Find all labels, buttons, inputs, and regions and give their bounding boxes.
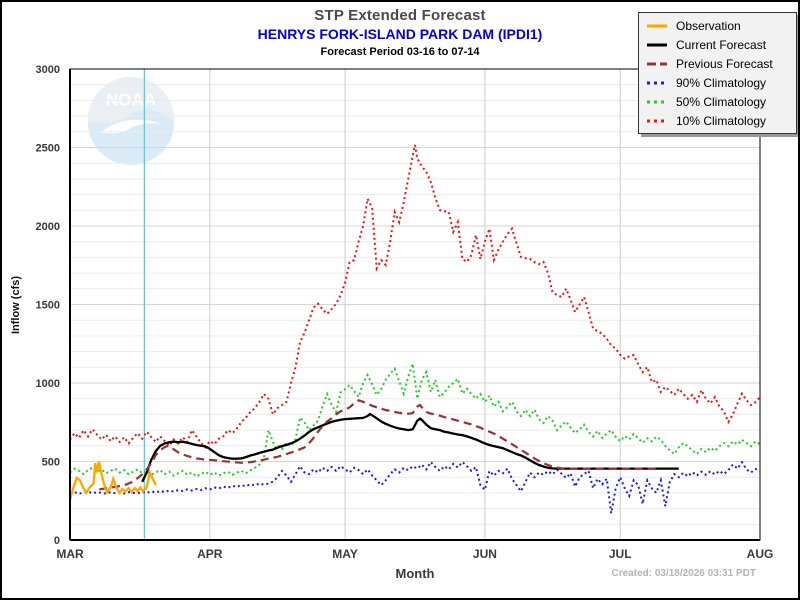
y-tick-label: 500 <box>42 457 60 469</box>
x-tick-label: MAR <box>56 547 84 561</box>
series-c90 <box>69 460 761 514</box>
legend-line-sample <box>647 43 667 46</box>
y-axis-title: Inflow (cfs) <box>10 275 22 335</box>
legend-item-90-climatology: 90% Climatology <box>639 73 796 92</box>
x-tick-label: APR <box>197 547 223 561</box>
series-current <box>141 412 679 483</box>
legend-item-current-forecast: Current Forecast <box>639 35 796 54</box>
y-tick-label: 2000 <box>36 221 60 233</box>
x-tick-label: JUL <box>609 547 632 561</box>
page-header: STP Extended Forecast HENRYS FORK-ISLAND… <box>2 2 798 58</box>
legend-line-sample <box>647 100 667 103</box>
series-obs <box>68 461 157 501</box>
series-c10 <box>69 144 761 449</box>
legend-line-sample <box>647 119 667 122</box>
legend-line-sample <box>647 81 667 84</box>
created-timestamp: Created: 03/18/2026 03:31 PDT <box>611 568 756 579</box>
legend-item-observation: Observation <box>639 16 796 35</box>
forecast-period: Forecast Period 03-16 to 07-14 <box>320 46 480 58</box>
legend-label: 90% Climatology <box>676 75 767 90</box>
x-tick-label: JUN <box>473 547 497 561</box>
legend-item-50-climatology: 50% Climatology <box>639 92 796 111</box>
y-tick-label: 1500 <box>36 300 60 312</box>
y-tick-label: 0 <box>54 535 60 547</box>
legend-line-sample <box>647 62 667 65</box>
station-title: HENRYS FORK-ISLAND PARK DAM (IPDI1) <box>257 26 543 42</box>
legend-item-10-climatology: 10% Climatology <box>639 111 796 130</box>
series-previous <box>99 399 657 491</box>
y-tick-label: 1000 <box>36 378 60 390</box>
chart-legend: Observation Current Forecast Previous Fo… <box>638 12 797 134</box>
legend-label: Previous Forecast <box>676 56 773 71</box>
y-tick-label: 3000 <box>36 64 60 76</box>
legend-line-sample <box>647 24 667 27</box>
legend-item-previous-forecast: Previous Forecast <box>639 54 796 73</box>
noaa-logo-watermark: NOAA <box>87 76 175 165</box>
legend-label: Observation <box>676 18 741 33</box>
series-c50 <box>69 363 761 478</box>
legend-label: 50% Climatology <box>676 94 767 109</box>
page-title: STP Extended Forecast <box>314 7 486 24</box>
y-tick-label: 2500 <box>36 143 60 155</box>
x-tick-label: AUG <box>747 547 774 561</box>
legend-label: Current Forecast <box>676 37 767 52</box>
x-tick-label: MAY <box>332 547 358 561</box>
legend-label: 10% Climatology <box>676 113 767 128</box>
x-axis-title: Month <box>395 566 435 581</box>
